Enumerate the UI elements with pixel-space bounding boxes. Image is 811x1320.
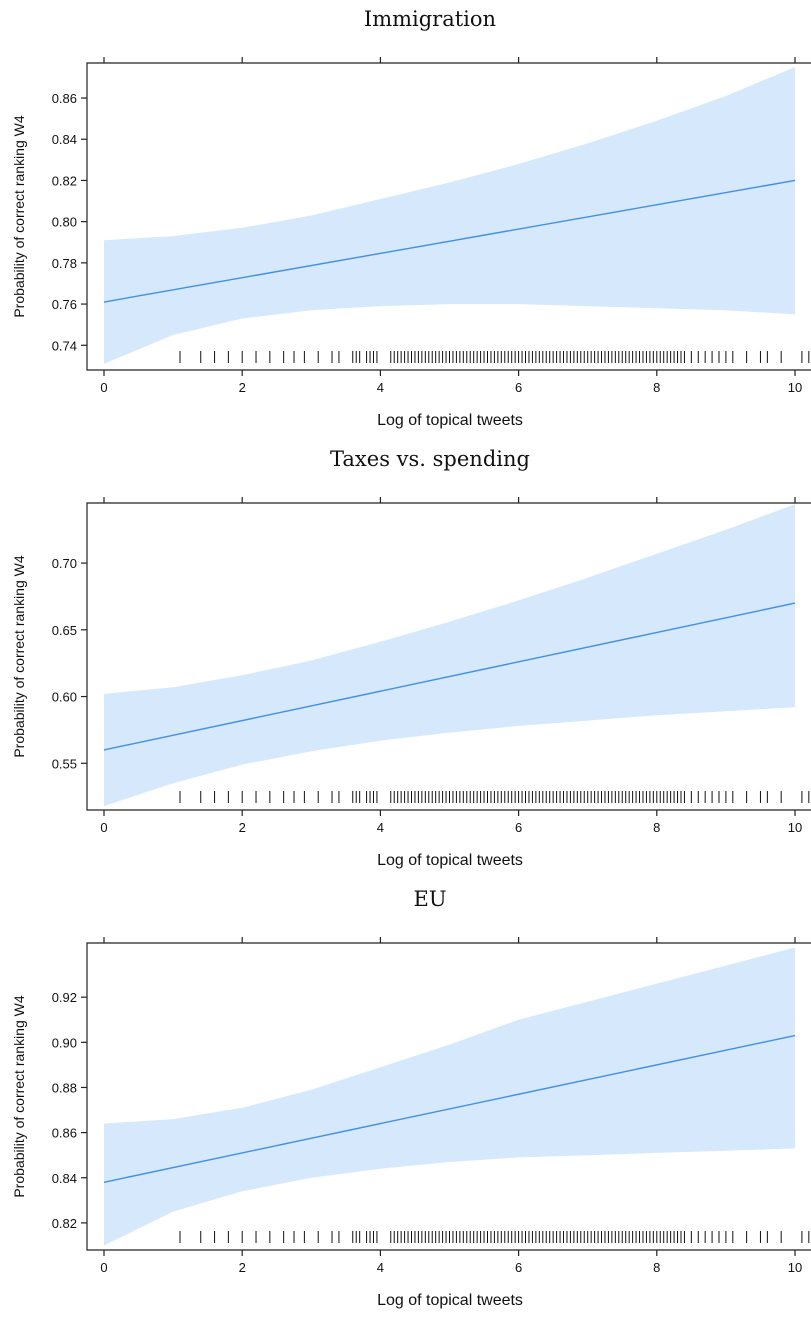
y-tick-label: 0.86: [52, 91, 77, 106]
y-axis-label: Probability of correct ranking W4: [11, 115, 27, 318]
x-tick-label: 0: [100, 380, 107, 395]
plot-frame: [86, 942, 811, 1251]
y-tick-label: 0.84: [52, 1171, 77, 1186]
chart-title: EU: [413, 887, 446, 911]
confidence-band: [104, 67, 795, 364]
y-axis-label: Probability of correct ranking W4: [11, 555, 27, 758]
y-tick-label: 0.86: [52, 1126, 77, 1141]
rug: [179, 791, 810, 803]
confidence-band: [104, 947, 795, 1246]
y-tick-label: 0.74: [52, 338, 77, 353]
confidence-band: [104, 504, 795, 806]
chart-title: Taxes vs. spending: [330, 447, 530, 471]
y-tick-label: 0.55: [52, 756, 77, 771]
y-tick-label: 0.92: [52, 990, 77, 1005]
y-tick-label: 0.78: [52, 256, 77, 271]
eu-panel: EU 0 2 4 6 8 10 0.82 0.84 0.86 0.88 0.90 0.92 Log of …: [0, 880, 811, 1320]
plot-frame: [86, 502, 811, 811]
fit-line: [103, 602, 796, 751]
y-tick-label: 0.84: [52, 132, 77, 147]
y-axis-label: Probability of correct ranking W4: [11, 995, 27, 1198]
immigration-chart: Immigration 0 2 4 6 8 10 0.74 0.76 0.78 0.80 0.82 0.…: [11, 7, 811, 429]
x-tick-label: 10: [788, 820, 802, 835]
x-tick-label: 4: [377, 820, 384, 835]
x-axis-label: Log of topical tweets: [377, 412, 523, 429]
x-tick-label: 8: [653, 1260, 660, 1275]
x-tick-label: 4: [377, 1260, 384, 1275]
taxes-vs-spending-chart: Taxes vs. spending 0 2 4 6 8 10 0.55 0.60 0.65 0.7…: [11, 447, 811, 869]
x-tick-label: 2: [239, 1260, 246, 1275]
y-tick-label: 0.65: [52, 623, 77, 638]
y-tick-label: 0.80: [52, 215, 77, 230]
x-tick-label: 6: [515, 380, 522, 395]
x-tick-label: 8: [653, 380, 660, 395]
x-tick-label: 10: [788, 380, 802, 395]
x-tick-label: 8: [653, 820, 660, 835]
rug: [179, 1231, 810, 1243]
fit-line: [103, 1034, 796, 1183]
y-tick-label: 0.60: [52, 690, 77, 705]
y-tick-label: 0.70: [52, 556, 77, 571]
eu-chart: EU 0 2 4 6 8 10 0.82 0.84 0.86 0.88 0.90 0.92 Log of …: [11, 887, 811, 1309]
taxes-vs-spending-panel: Taxes vs. spending 0 2 4 6 8 10 0.55 0.60 0.65 0.7…: [0, 440, 811, 880]
y-tick-label: 0.90: [52, 1035, 77, 1050]
x-axis-label: Log of topical tweets: [377, 852, 523, 869]
y-tick-label: 0.82: [52, 173, 77, 188]
fit-line: [103, 179, 796, 303]
rug: [179, 351, 810, 363]
chart-title: Immigration: [364, 7, 496, 31]
x-tick-label: 10: [788, 1260, 802, 1275]
x-tick-label: 6: [515, 1260, 522, 1275]
y-tick-label: 0.82: [52, 1216, 77, 1231]
x-tick-label: 0: [100, 820, 107, 835]
immigration-panel: Immigration 0 2 4 6 8 10 0.74 0.76 0.78 0.80 0.82 0.…: [0, 0, 811, 440]
y-tick-label: 0.88: [52, 1080, 77, 1095]
x-tick-label: 2: [239, 820, 246, 835]
x-tick-label: 0: [100, 1260, 107, 1275]
y-tick-label: 0.76: [52, 297, 77, 312]
plot-frame: [86, 62, 811, 371]
x-tick-label: 2: [239, 380, 246, 395]
x-tick-label: 6: [515, 820, 522, 835]
x-axis-label: Log of topical tweets: [377, 1292, 523, 1309]
x-tick-label: 4: [377, 380, 384, 395]
